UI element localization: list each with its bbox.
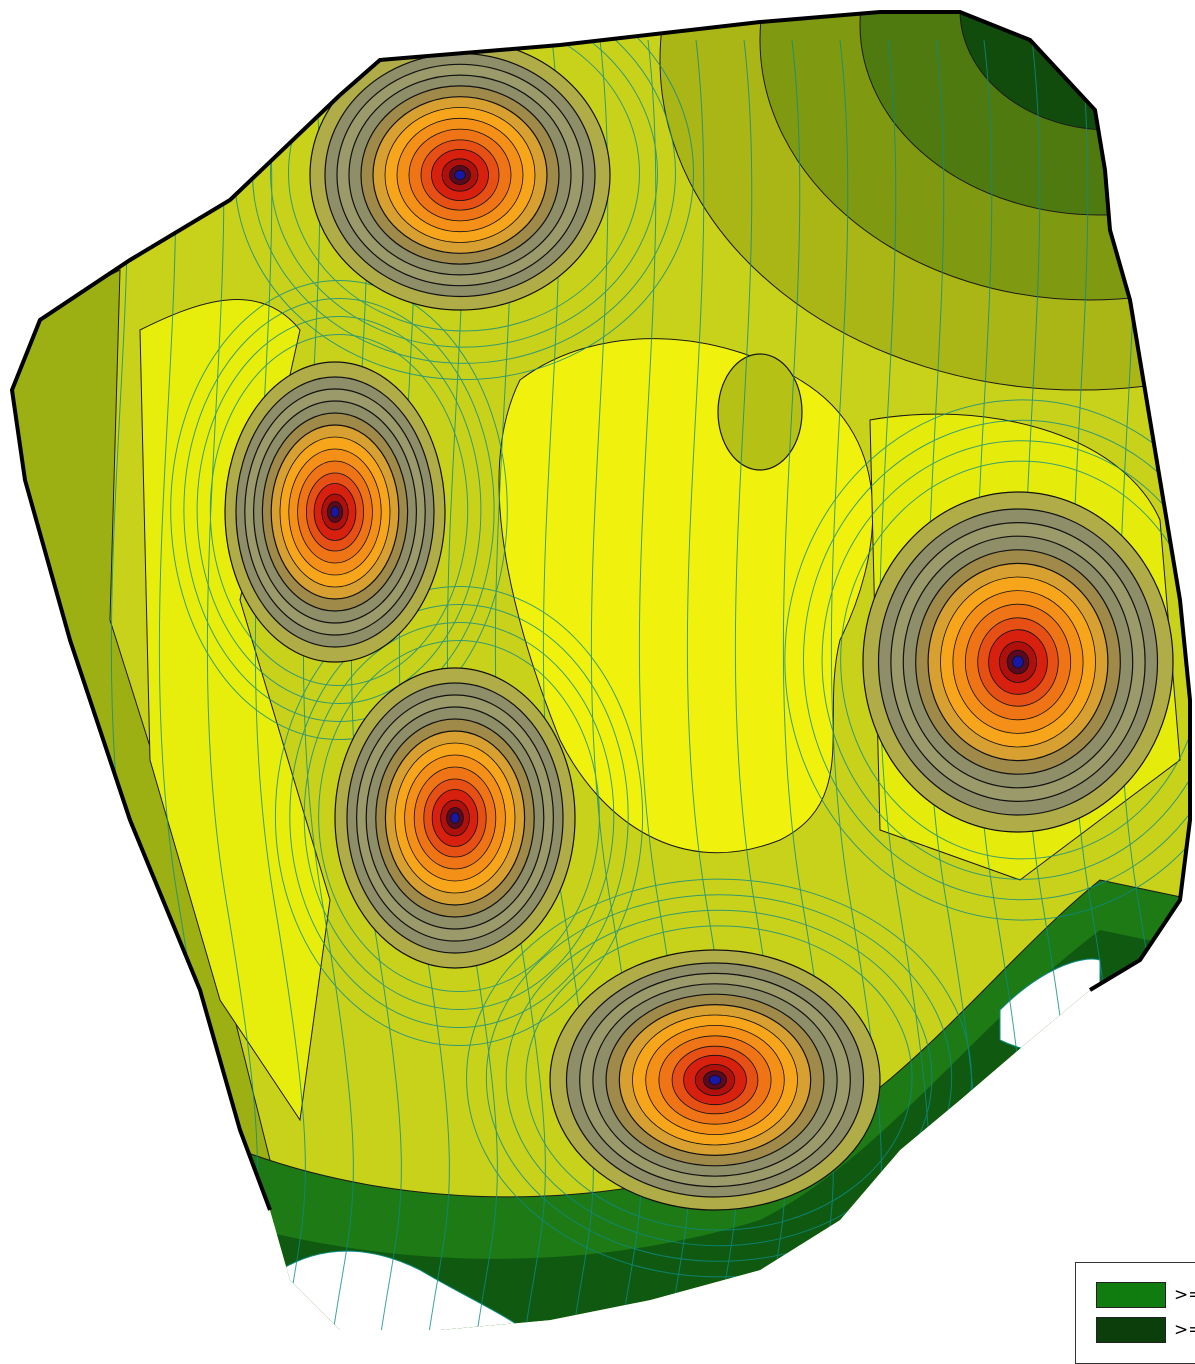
fine-contour-ring [303, 622, 615, 1010]
west-yellow [139, 299, 331, 1122]
legend-item: >= [1096, 1282, 1195, 1308]
fine-contour-ring [170, 280, 508, 740]
fine-contour-line [734, 39, 786, 1330]
fine-contour-lines [110, 12, 1190, 1330]
fine-contour-ring [270, 12, 658, 348]
peaks-layer [224, 39, 1174, 1211]
peak-contour-ring [330, 506, 340, 518]
fine-contour-line [638, 39, 690, 1330]
fine-contour-ring [821, 440, 1190, 880]
fine-contour-ring [840, 460, 1190, 860]
peak-2 [224, 361, 446, 663]
peak-contour-ring [454, 169, 466, 181]
fine-contour-ring [505, 909, 933, 1247]
legend-swatch-dark-green-icon [1096, 1317, 1166, 1343]
fine-contour-ring [209, 334, 469, 686]
peak-contour-ring [1012, 655, 1024, 669]
fine-contour-line [686, 39, 738, 1330]
fine-contour-line [302, 39, 354, 1330]
legend-item: >= [1096, 1317, 1195, 1343]
peak-4 [862, 491, 1174, 833]
fine-contour-ring [318, 640, 600, 992]
fine-contour-ring [466, 878, 972, 1278]
fine-contour-line [254, 39, 306, 1330]
fine-contour-ring [196, 316, 482, 704]
fine-contour-ring [289, 604, 629, 1028]
fine-contour-ring [802, 419, 1190, 901]
fine-contour-ring [784, 399, 1190, 921]
legend-label: >= [1174, 1285, 1195, 1305]
water-inlet-sw [279, 1250, 542, 1330]
peak-3 [334, 667, 576, 969]
peak-5 [549, 949, 881, 1211]
peak-1 [309, 39, 611, 311]
coastline [338, 10, 1192, 992]
fine-contour-line [782, 39, 834, 1330]
fine-contour-ring [183, 298, 495, 722]
fine-contour-ring [274, 586, 644, 1046]
fine-contour-ring [485, 894, 953, 1262]
map-legend: >= >= [1075, 1262, 1195, 1364]
olive-lens [717, 353, 803, 471]
peak-contour-ring [450, 812, 460, 824]
legend-swatch-green-icon [1096, 1282, 1166, 1308]
coastline-west [9, 93, 342, 1211]
peak-contour-ring [708, 1075, 722, 1086]
legend-label: >= [1174, 1320, 1195, 1340]
fine-contour-ring [525, 925, 913, 1231]
